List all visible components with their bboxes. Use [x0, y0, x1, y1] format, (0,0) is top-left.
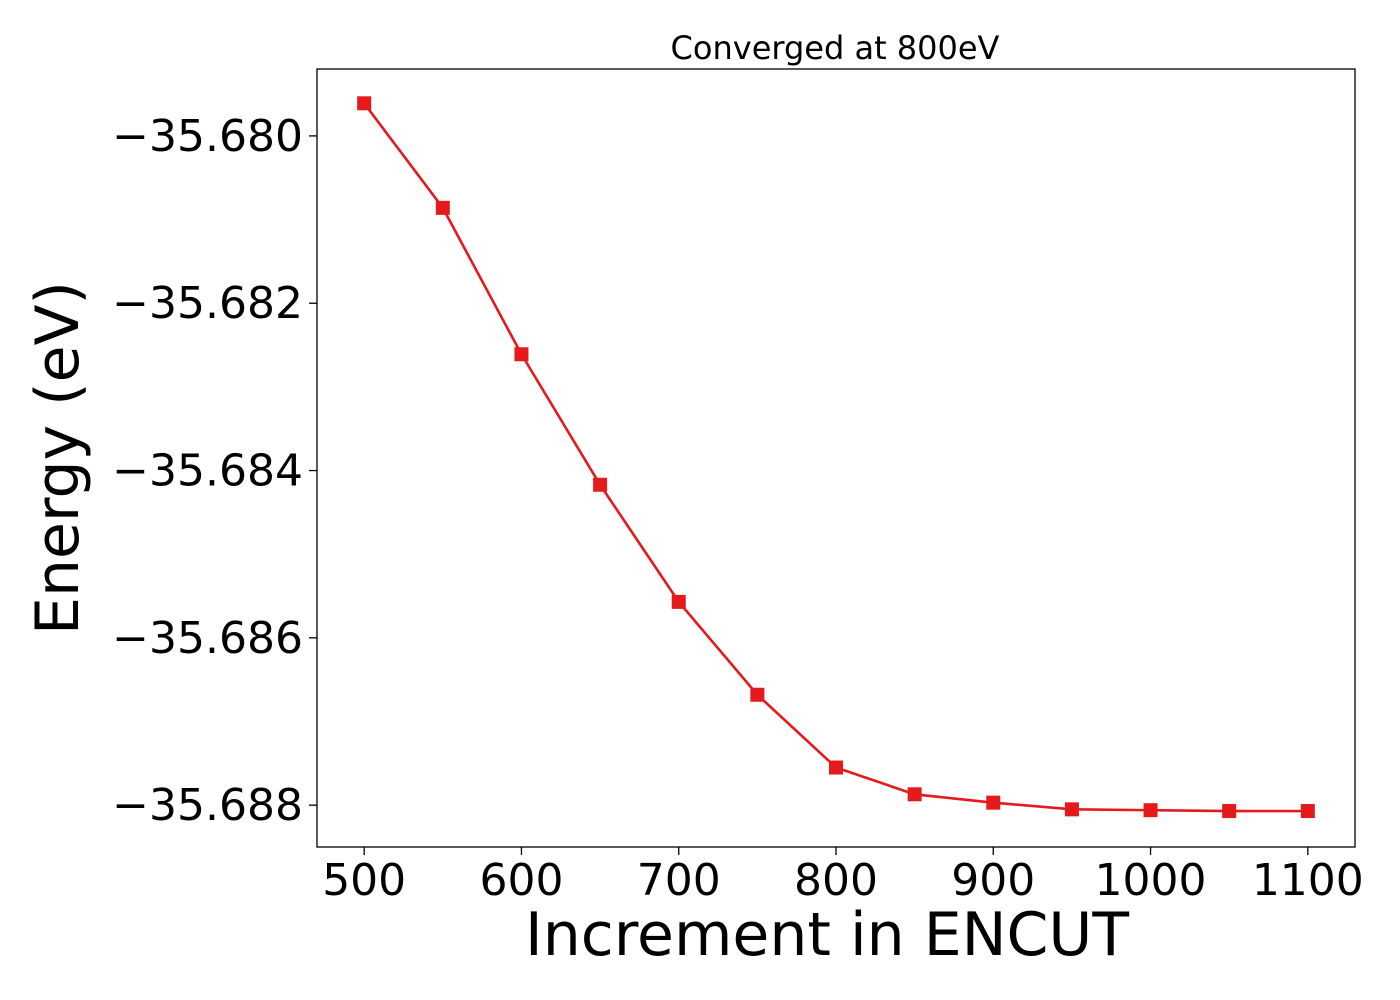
y-axis: −35.680 −35.682 −35.684 −35.686 −35.688: [112, 111, 317, 831]
x-axis: 500 600 700 800 900 1000 1100: [322, 847, 1364, 906]
data-point: [671, 594, 686, 609]
x-axis-label: Increment in ENCUT: [525, 900, 1129, 970]
data-point: [829, 760, 843, 775]
data-point: [1143, 803, 1158, 818]
y-tick-label: −35.686: [112, 613, 303, 664]
y-tick-label: −35.680: [112, 111, 303, 162]
x-tick-label: 800: [794, 855, 878, 906]
data-point: [1300, 804, 1315, 819]
x-tick-label: 900: [951, 855, 1035, 906]
y-tick-label: −35.682: [112, 278, 303, 329]
x-tick-label: 1100: [1252, 855, 1364, 906]
x-tick-label: 1000: [1095, 855, 1207, 906]
series-line: [363, 102, 1308, 813]
data-point: [1222, 804, 1237, 819]
data-point: [435, 200, 450, 215]
data-point: [593, 477, 608, 492]
chart-title: Converged at 800eV: [671, 29, 1000, 67]
x-tick-label: 500: [322, 855, 406, 906]
data-point: [357, 96, 372, 111]
plot-area-frame: [316, 68, 1356, 848]
data-point: [750, 687, 765, 702]
x-tick-label: 600: [479, 855, 563, 906]
data-point: [907, 787, 922, 802]
series-layer: [357, 96, 1315, 819]
y-tick-label: −35.684: [112, 446, 303, 497]
data-point: [514, 347, 529, 362]
data-point: [986, 795, 1001, 810]
y-tick-label: −35.688: [112, 780, 303, 831]
x-tick-label: 700: [637, 855, 721, 906]
y-axis-label: Energy (eV): [23, 281, 93, 635]
data-point: [1064, 802, 1079, 817]
